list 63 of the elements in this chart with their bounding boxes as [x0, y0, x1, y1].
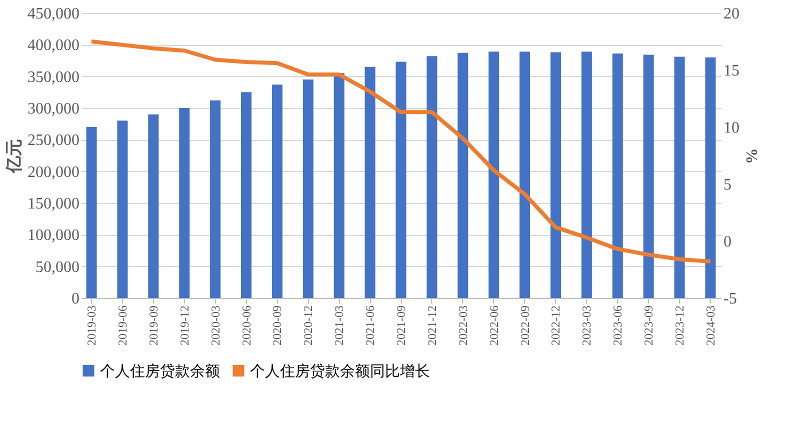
bar — [458, 52, 468, 298]
x-tick-label: 2019-06 — [115, 306, 130, 346]
y-tick-label: 400,000 — [28, 37, 80, 54]
bar — [241, 92, 252, 298]
bar — [705, 57, 716, 298]
bar — [302, 80, 314, 298]
y2-tick-label: -5 — [724, 290, 737, 308]
x-tick-label: 2019-03 — [84, 306, 99, 346]
bar — [86, 127, 97, 298]
bar — [426, 56, 438, 298]
x-tick-label: 2021-09 — [394, 306, 408, 346]
legend-label: 个人住房贷款余额 — [100, 362, 220, 380]
x-tick-label: 2021-06 — [363, 306, 378, 346]
bar — [612, 54, 623, 298]
line-series — [90, 40, 712, 264]
bar — [117, 120, 128, 298]
bar — [334, 73, 344, 298]
y-axis-title: 亿元 — [4, 139, 24, 174]
x-tick-label: 2019-09 — [146, 306, 160, 346]
x-tick-label: 2021-12 — [424, 306, 439, 346]
x-tick-label: 2020-03 — [208, 306, 222, 346]
bar — [581, 52, 592, 298]
x-tick-label: 2022-12 — [548, 306, 563, 346]
y2-tick-label: 0 — [724, 234, 732, 250]
y2-tick-label: 15 — [724, 62, 740, 80]
bar — [179, 108, 190, 298]
y-tick-label: 350,000 — [28, 68, 80, 86]
bar — [396, 62, 406, 298]
bar — [674, 56, 685, 298]
x-tick-label: 2022-09 — [518, 306, 532, 346]
x-tick-label: 2020-12 — [301, 306, 316, 346]
x-tick-label: 2023-06 — [610, 306, 625, 346]
x-tick-label: 2021-03 — [332, 306, 346, 346]
x-tick-label: 2023-09 — [642, 306, 656, 346]
bar — [210, 100, 221, 298]
y2-tick-label: 10 — [724, 120, 740, 136]
bar — [643, 54, 654, 298]
bar — [488, 52, 500, 298]
legend-label: 个人住房贷款余额同比增长 — [250, 362, 430, 380]
x-tick-label: 2020-09 — [270, 306, 284, 346]
y-tick-label: 450,000 — [28, 6, 80, 22]
x-tick-label: 2022-06 — [486, 306, 501, 346]
x-tick-label: 2023-12 — [672, 306, 687, 346]
x-tick-label: 2022-03 — [456, 306, 470, 346]
bar — [364, 66, 376, 298]
x-tick-label: 2024-03 — [703, 306, 718, 346]
bar — [520, 52, 530, 298]
bar — [550, 52, 561, 298]
x-tick-label: 2019-12 — [177, 306, 192, 346]
bar — [148, 114, 159, 298]
y2-tick-label: 5 — [724, 176, 732, 194]
y-tick-label: 200,000 — [28, 164, 80, 181]
y2-tick-label: 20 — [724, 6, 740, 22]
y-tick-label: 100,000 — [28, 227, 80, 244]
x-tick-label: 2023-03 — [580, 306, 594, 346]
y-tick-label: 0 — [72, 290, 80, 308]
y-tick-label: 50,000 — [36, 258, 80, 276]
y-tick-label: 150,000 — [28, 196, 80, 212]
y-tick-label: 300,000 — [28, 100, 80, 118]
y-tick-label: 250,000 — [28, 132, 80, 150]
y2-axis-title: % — [742, 148, 760, 164]
bar — [272, 84, 282, 298]
x-tick-label: 2020-06 — [239, 306, 254, 346]
